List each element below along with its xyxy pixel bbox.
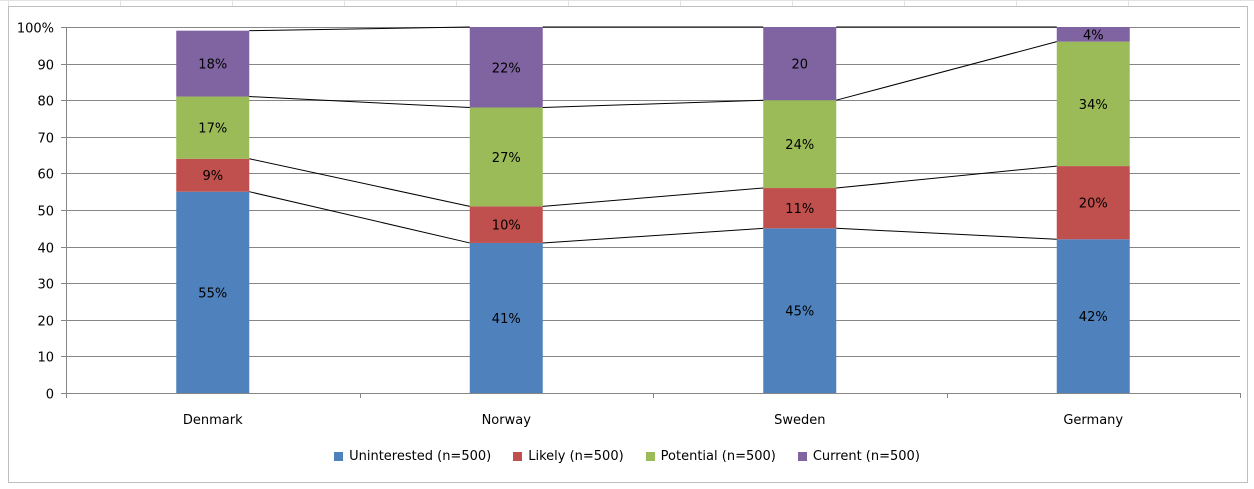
bar-potential-germany <box>1056 41 1130 167</box>
legend-label: Uninterested (n=500) <box>349 449 492 464</box>
legend-swatch <box>334 452 344 461</box>
data-label: 41% <box>492 312 521 327</box>
bar-current-denmark <box>176 30 250 97</box>
series-line <box>249 26 470 32</box>
legend-label: Potential (n=500) <box>660 449 776 464</box>
bar-current-germany <box>1056 27 1130 42</box>
data-label: 10% <box>492 219 521 234</box>
gridlines <box>61 27 1241 398</box>
bar-uninterested-sweden <box>763 228 837 393</box>
data-label: 45% <box>785 305 814 320</box>
data-label: 18% <box>198 58 227 73</box>
series-line <box>836 165 1057 189</box>
y-tick-label: 70 <box>37 132 54 147</box>
bar-likely-sweden <box>763 188 837 229</box>
series-line <box>542 187 764 207</box>
data-label: 24% <box>785 138 814 153</box>
bar-current-norway <box>469 27 543 108</box>
bar-potential-norway <box>469 107 543 207</box>
x-tick-label: Norway <box>482 413 532 428</box>
bar-current-sweden <box>763 27 837 101</box>
y-tick-label: 100% <box>17 22 54 37</box>
legend: Uninterested (n=500) Likely (n=500) Potent… <box>0 449 1254 464</box>
data-label: 17% <box>198 122 227 137</box>
legend-item: Potential (n=500) <box>645 449 776 464</box>
y-tick-label: 40 <box>37 242 54 257</box>
data-label: 4% <box>1083 28 1104 43</box>
legend-item: Uninterested (n=500) <box>334 449 491 464</box>
bar-likely-denmark <box>176 158 250 192</box>
data-label: 22% <box>492 61 521 76</box>
legend-swatch <box>645 452 655 461</box>
bar-likely-germany <box>1056 166 1130 240</box>
bar-potential-denmark <box>176 96 250 159</box>
series-line <box>542 99 764 109</box>
series-line <box>836 41 1057 101</box>
data-label: 11% <box>785 202 814 217</box>
bars <box>176 27 1130 393</box>
series-line <box>542 227 764 244</box>
legend-label: Current (n=500) <box>812 449 920 464</box>
x-tick-label: Sweden <box>774 413 825 428</box>
x-tick-label: Denmark <box>183 413 243 428</box>
x-axis-tick-labels: Denmark Norway Sweden Germany <box>183 413 1124 428</box>
series-lines <box>249 26 1057 244</box>
data-label: 34% <box>1079 98 1108 113</box>
bar-potential-sweden <box>763 100 837 189</box>
legend-item: Likely (n=500) <box>513 449 624 464</box>
y-tick-label: 90 <box>37 59 54 74</box>
y-tick-label: 80 <box>37 95 54 110</box>
data-labels: 55% 9% 17% 18% 41% 10% 27% 22% 45% 11% 24% 20 42% 20%… <box>198 28 1107 327</box>
data-label: 20% <box>1079 197 1108 212</box>
legend-swatch <box>513 452 523 461</box>
y-tick-label: 30 <box>37 278 54 293</box>
bar-uninterested-norway <box>469 242 543 393</box>
y-axis-tick-labels: 0 10 20 30 40 50 60 70 80 90 100% <box>17 22 54 403</box>
series-line <box>836 227 1057 240</box>
bar-uninterested-denmark <box>176 191 250 393</box>
y-tick-label: 50 <box>37 205 54 220</box>
series-line <box>249 158 470 207</box>
y-tick-label: 0 <box>46 388 54 403</box>
data-label: 20 <box>791 58 808 73</box>
data-label: 27% <box>492 151 521 166</box>
series-line <box>249 96 470 109</box>
y-tick-label: 60 <box>37 168 54 183</box>
y-tick-label: 10 <box>37 351 54 366</box>
data-label: 55% <box>198 286 227 301</box>
series-line <box>249 191 470 244</box>
data-label: 42% <box>1079 310 1108 325</box>
bar-uninterested-germany <box>1056 239 1130 393</box>
legend-label: Likely (n=500) <box>528 449 624 464</box>
bar-likely-norway <box>469 206 543 243</box>
legend-item: Current (n=500) <box>797 449 920 464</box>
legend-swatch <box>797 452 807 461</box>
data-label: 9% <box>202 169 223 184</box>
x-tick-label: Germany <box>1063 413 1123 428</box>
y-tick-label: 20 <box>37 315 54 330</box>
